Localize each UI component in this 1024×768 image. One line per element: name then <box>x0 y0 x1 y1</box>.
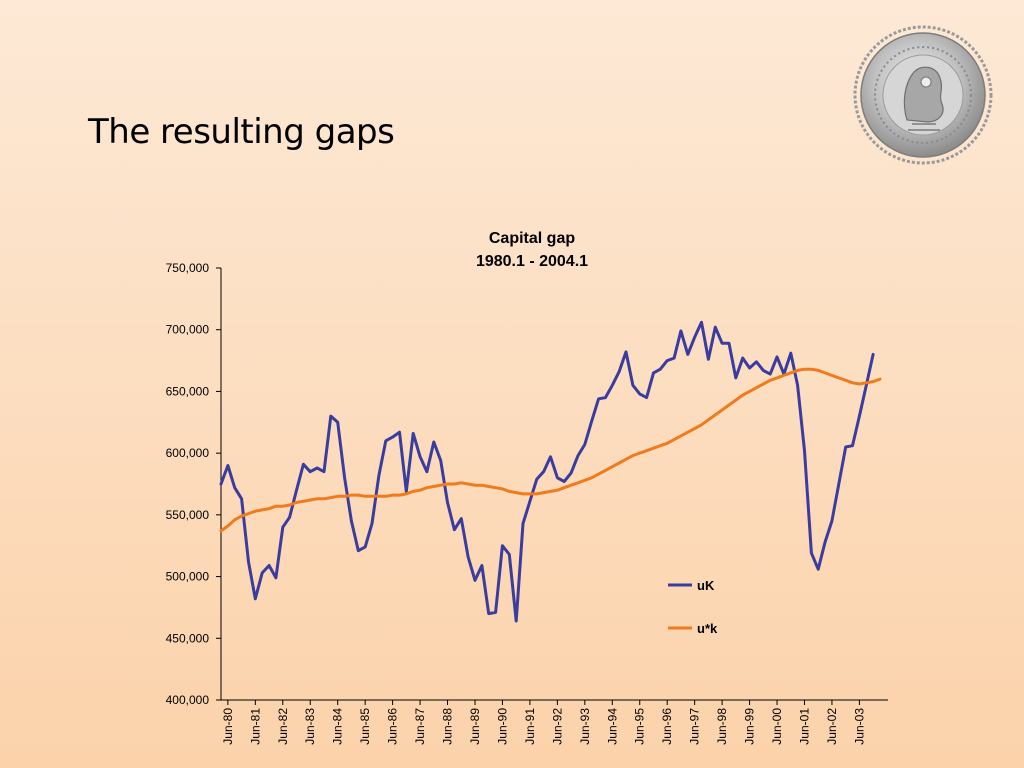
y-tick-label: 750,000 <box>166 261 210 275</box>
y-axis-ticks: 750,000 700,000 650,000 600,000 550,000 500,0… <box>166 261 221 707</box>
series-line-uk <box>219 320 875 623</box>
series-line-ustar-k <box>219 367 882 533</box>
legend-label: uK <box>697 578 715 593</box>
x-axis-ticks: Jun-80 Jun-81 Jun-82 Jun-83 Jun-84 Jun-85 Jun-… <box>221 700 866 745</box>
x-tick-label: Jun-81 <box>248 708 262 745</box>
x-tick-label: Jun-03 <box>852 708 866 745</box>
x-tick-label: Jun-90 <box>495 708 509 745</box>
y-tick-label: 450,000 <box>166 631 210 645</box>
x-tick-label: Jun-92 <box>550 708 564 745</box>
y-tick-label: 500,000 <box>166 570 210 584</box>
legend-label: u*k <box>697 621 718 636</box>
x-tick-label: Jun-99 <box>743 708 757 745</box>
x-tick-label: Jun-87 <box>413 708 427 745</box>
x-tick-label: Jun-96 <box>660 708 674 745</box>
x-tick-label: Jun-84 <box>331 708 345 745</box>
chart-subtitle: 1980.1 - 2004.1 <box>476 253 588 270</box>
x-tick-label: Jun-88 <box>441 708 455 745</box>
x-tick-label: Jun-93 <box>578 708 592 745</box>
x-tick-label: Jun-83 <box>303 708 317 745</box>
legend: uK u*k <box>668 578 718 636</box>
x-tick-label: Jun-85 <box>358 708 372 745</box>
x-tick-label: Jun-97 <box>688 708 702 745</box>
x-tick-label: Jun-80 <box>221 708 235 745</box>
x-tick-label: Jun-86 <box>386 708 400 745</box>
chart-title: Capital gap <box>489 230 575 247</box>
y-tick-label: 550,000 <box>166 508 210 522</box>
x-tick-label: Jun-94 <box>605 708 619 745</box>
x-tick-label: Jun-91 <box>523 708 537 745</box>
x-tick-label: Jun-01 <box>797 708 811 745</box>
seal-emblem-icon <box>853 25 993 165</box>
slide-title: The resulting gaps <box>88 112 395 152</box>
x-tick-label: Jun-00 <box>770 708 784 745</box>
x-tick-label: Jun-95 <box>633 708 647 745</box>
y-tick-label: 650,000 <box>166 384 210 398</box>
x-tick-label: Jun-89 <box>468 708 482 745</box>
y-tick-label: 600,000 <box>166 446 210 460</box>
x-tick-label: Jun-98 <box>715 708 729 745</box>
x-tick-label: Jun-82 <box>276 708 290 745</box>
y-tick-label: 700,000 <box>166 323 210 337</box>
y-tick-label: 400,000 <box>166 693 210 707</box>
series-lines <box>219 320 882 623</box>
x-tick-label: Jun-02 <box>825 708 839 745</box>
